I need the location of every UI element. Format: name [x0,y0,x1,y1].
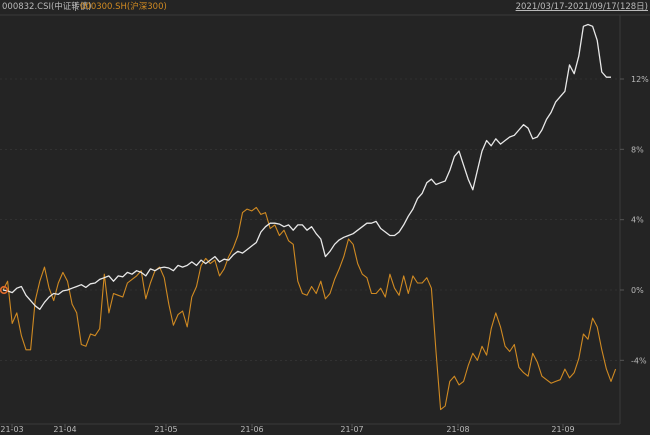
series-line-csi [2,23,611,310]
x-tick-label: 21-09 [551,425,574,434]
series-line-hs300 [2,206,617,411]
chart-header: 000832.CSI(中证转债) | 000300.SH(沪深300) 2021… [0,0,650,14]
x-tick-label: 21-05 [154,425,177,434]
date-range[interactable]: 2021/03/17-2021/09/17(128日) [515,2,648,12]
x-tick-label: 21-07 [340,425,363,434]
y-tick-label: 4% [631,216,644,225]
x-tick-label: 21-06 [240,425,263,434]
y-tick-label: 8% [631,145,644,154]
y-tick-label: -4% [631,356,647,365]
y-tick-label: 0% [631,286,644,295]
x-tick-label: 21-04 [53,425,76,434]
series-label-hs300[interactable]: 000300.SH(沪深300) [80,2,167,12]
start-marker [0,285,9,295]
x-tick-label: 21-08 [446,425,469,434]
y-tick-label: 12% [631,75,649,84]
separator: | [74,2,77,12]
series-label-csi[interactable]: 000832.CSI(中证转债) [2,2,92,12]
x-tick-label: 21-03 [0,425,23,434]
